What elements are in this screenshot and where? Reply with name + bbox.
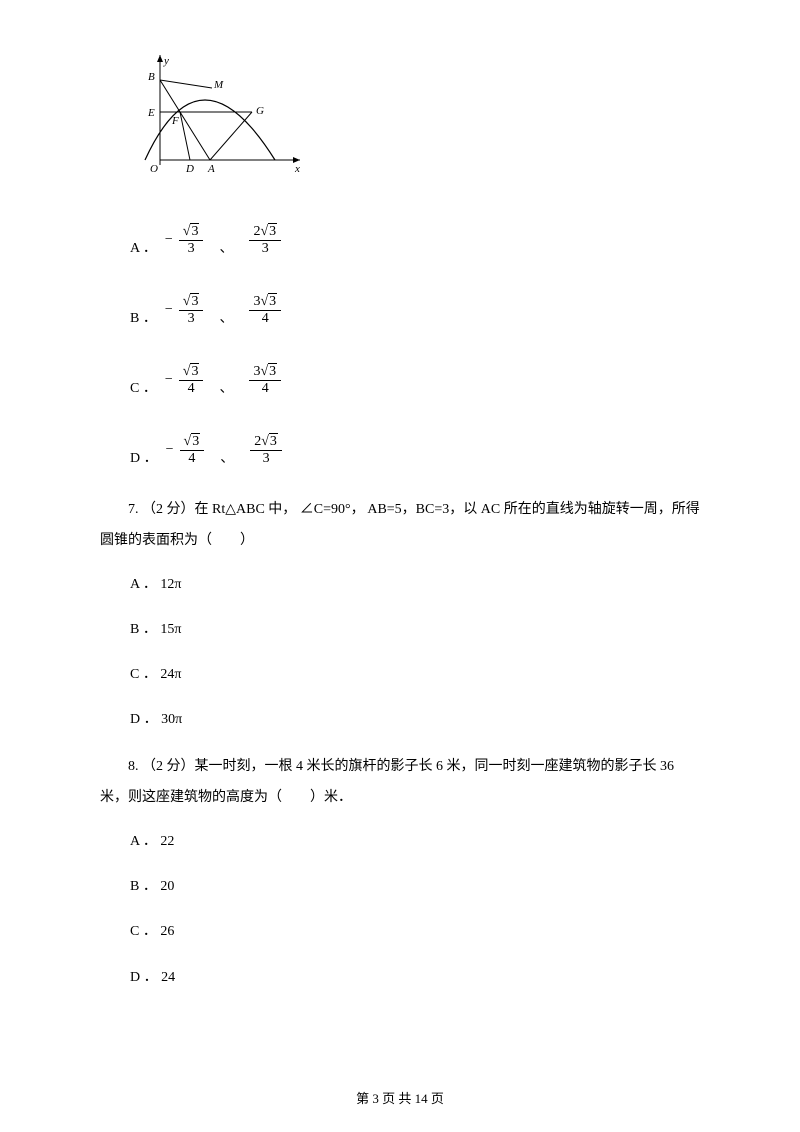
q7-option-c: C ． 24π [130, 662, 700, 687]
fraction: 3 4 [180, 433, 205, 467]
question-7: 7. （2 分）在 Rt△ABC 中， ∠C=90°， AB=5，BC=3，以 … [100, 495, 700, 557]
q6-option-c: C ． − 3 4 、 33 4 [130, 355, 700, 405]
fraction: 33 4 [249, 293, 281, 327]
q8-option-b: B ． 20 [130, 874, 700, 899]
option-label: A ． [130, 237, 157, 265]
label-O: O [150, 163, 158, 175]
fraction: 23 3 [249, 223, 281, 257]
option-label: B ． [130, 307, 157, 335]
label-E: E [147, 107, 155, 119]
q7-option-b: B ． 15π [130, 617, 700, 642]
page-footer: 第 3 页 共 14 页 [0, 1088, 800, 1107]
q8-option-d: D ． 24 [130, 965, 700, 990]
label-x: x [294, 163, 300, 175]
label-D: D [185, 163, 194, 175]
q7-option-a: A ． 12π [130, 572, 700, 597]
question-8: 8. （2 分）某一时刻，一根 4 米长的旗杆的影子长 6 米，同一时刻一座建筑… [100, 752, 700, 814]
q8-option-c: C ． 26 [130, 919, 700, 944]
option-label: D ． [130, 447, 158, 475]
label-M: M [213, 79, 224, 91]
fraction: 23 3 [250, 433, 282, 467]
q6-option-b: B ． − 3 3 、 33 4 [130, 285, 700, 335]
q7-option-d: D ． 30π [130, 707, 700, 732]
label-G: G [256, 105, 264, 117]
label-B: B [148, 71, 155, 83]
label-A: A [207, 163, 215, 175]
label-F: F [171, 115, 179, 127]
q6-option-d: D ． − 3 4 、 23 3 [130, 425, 700, 475]
fraction: 3 4 [179, 363, 204, 397]
q6-option-a: A ． − 3 3 、 23 3 [130, 215, 700, 265]
fraction: 3 3 [179, 223, 204, 257]
fraction: 3 3 [179, 293, 204, 327]
q8-option-a: A ． 22 [130, 829, 700, 854]
label-y: y [163, 55, 169, 67]
geometry-diagram: y x B M E G F O D A [130, 50, 700, 185]
option-label: C ． [130, 377, 157, 405]
fraction: 33 4 [249, 363, 281, 397]
